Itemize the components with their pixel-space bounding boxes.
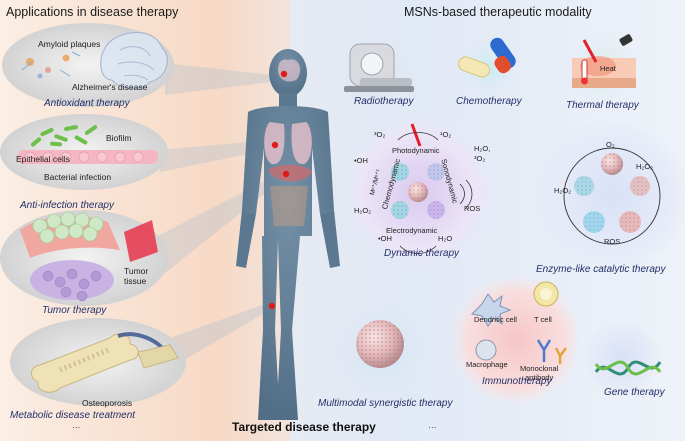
o2-singlet-label: ¹O₂	[440, 130, 452, 139]
left-ellipsis: ···	[72, 422, 81, 432]
human-body-figure	[236, 49, 340, 420]
right-panel-title: MSNs-based therapeutic modality	[404, 5, 592, 19]
o2-enzyme-label: O₂	[606, 140, 615, 149]
right-ellipsis: ···	[428, 422, 437, 432]
metabolic-disease-caption: Metabolic disease treatment	[10, 410, 136, 421]
amyloid-plaques-label: Amyloid plaques	[38, 39, 101, 49]
ros-dynamic-label: ROS	[464, 204, 481, 213]
o2-triplet-label: ³O₂	[374, 130, 386, 139]
h2o2-enzyme-right-label: H₂O₂	[636, 162, 654, 171]
multimodal-therapy-caption: Multimodal synergistic therapy	[318, 398, 453, 409]
h2o-3o2-label: H₂O, ³O₂	[474, 144, 491, 163]
oh-bottom-label: •OH	[378, 234, 392, 243]
monoclonal-antibody-label: Monoclonal antibody	[520, 364, 559, 382]
radiotherapy-caption: Radiotherapy	[354, 96, 414, 107]
left-panel-title: Applications in disease therapy	[6, 5, 179, 19]
enzyme-therapy-caption: Enzyme-like catalytic therapy	[536, 264, 666, 275]
bacterial-infection-label: Bacterial infection	[44, 172, 112, 182]
anti-infection-therapy-caption: Anti-infection therapy	[20, 200, 114, 211]
epithelial-cells-label: Epithelial cells	[16, 154, 70, 164]
gene-therapy-caption: Gene therapy	[604, 387, 665, 398]
h2o-bottom-label: H₂O	[438, 234, 453, 243]
h2o2-dynamic-label: H₂O₂	[354, 206, 372, 215]
antioxidant-therapy-caption: Antioxidant therapy	[44, 98, 130, 109]
tumor-tissue-label: Tumor tissue	[124, 266, 149, 286]
ros-enzyme-label: ROS	[604, 237, 621, 246]
footer-title: Targeted disease therapy	[232, 420, 376, 434]
thermal-therapy-caption: Thermal therapy	[566, 100, 639, 111]
biofilm-label: Biofilm	[106, 133, 132, 143]
immunotherapy-caption: Immunotherapy	[482, 376, 552, 387]
macrophage-label: Macrophage	[466, 360, 508, 369]
h2o2-enzyme-left-label: H₂O₂	[554, 186, 572, 195]
photodynamic-label: Photodynamic	[392, 146, 440, 155]
dendritic-cell-label: Dendritic cell	[474, 315, 517, 324]
tumor-therapy-caption: Tumor therapy	[42, 305, 107, 316]
osteoporosis-label: Osteoporosis	[82, 398, 133, 408]
electrodynamic-label: Electrodynamic	[386, 226, 438, 235]
dynamic-therapy-caption: Dynamic therapy	[384, 248, 460, 259]
oh-radical-label: •OH	[354, 156, 368, 165]
alzheimers-disease-label: Alzheimer's disease	[72, 82, 148, 92]
chemotherapy-caption: Chemotherapy	[456, 96, 522, 107]
heat-label: Heat	[600, 64, 616, 73]
t-cell-label: T cell	[534, 315, 552, 324]
